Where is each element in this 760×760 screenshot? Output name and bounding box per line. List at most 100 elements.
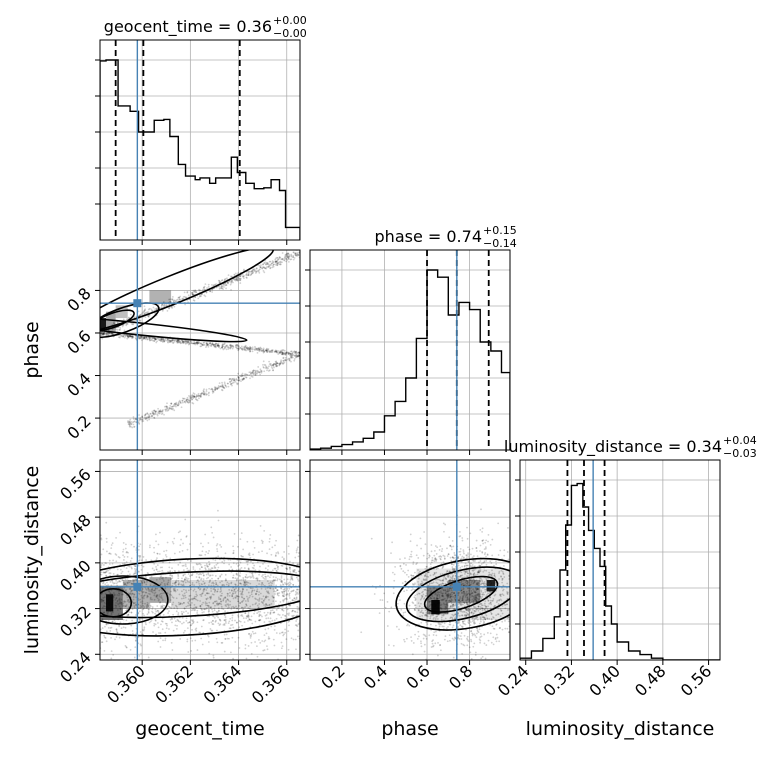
- scatter-point: [164, 305, 167, 307]
- scatter-point: [185, 619, 188, 622]
- scatter-point: [429, 623, 432, 626]
- scatter-point: [261, 582, 264, 584]
- scatter-point: [180, 342, 183, 344]
- scatter-point: [191, 401, 194, 404]
- scatter-point: [261, 575, 263, 578]
- scatter-point: [431, 582, 434, 585]
- scatter-point: [204, 553, 207, 556]
- scatter-point: [174, 590, 177, 593]
- scatter-point: [230, 345, 233, 348]
- scatter-point: [148, 336, 151, 339]
- y-tick-label: 0.8: [63, 284, 94, 315]
- scatter-point: [161, 597, 163, 599]
- scatter-point: [464, 570, 467, 573]
- scatter-point: [469, 624, 472, 627]
- scatter-point: [248, 568, 250, 571]
- scatter-point: [258, 638, 260, 641]
- scatter-point: [431, 559, 434, 562]
- scatter-point: [279, 351, 282, 354]
- scatter-point: [221, 384, 224, 387]
- scatter-point: [264, 628, 267, 631]
- scatter-point: [296, 606, 299, 608]
- scatter-point: [207, 635, 210, 638]
- scatter-point: [128, 611, 131, 614]
- scatter-point: [135, 596, 137, 599]
- scatter-point: [229, 283, 232, 286]
- axes-frame: [99, 459, 301, 661]
- scatter-point: [248, 270, 250, 273]
- scatter-point: [210, 584, 213, 587]
- density-contour: [100, 570, 300, 619]
- scatter-point: [289, 568, 291, 571]
- scatter-point: [169, 339, 172, 342]
- scatter-point: [177, 620, 180, 623]
- scatter-point: [231, 568, 234, 571]
- scatter-point: [249, 575, 251, 578]
- scatter-point: [484, 582, 486, 585]
- x-tick-label: 0.32: [540, 661, 579, 700]
- scatter-point: [215, 346, 217, 349]
- scatter-point: [450, 600, 452, 603]
- scatter-point: [277, 568, 279, 570]
- scatter-point: [459, 597, 461, 600]
- scatter-point: [420, 640, 422, 643]
- scatter-point: [226, 277, 228, 280]
- scatter-point: [244, 580, 247, 583]
- scatter-point: [286, 612, 289, 615]
- scatter-point: [273, 363, 276, 366]
- scatter-point: [236, 347, 239, 350]
- scatter-point: [162, 578, 164, 580]
- scatter-point: [195, 581, 198, 584]
- scatter-point: [496, 636, 499, 639]
- scatter-point: [189, 588, 192, 591]
- scatter-point: [207, 568, 210, 570]
- scatter-point: [203, 288, 206, 291]
- scatter-point: [293, 354, 296, 357]
- scatter-point: [132, 580, 135, 583]
- scatter-point: [160, 413, 163, 416]
- scatter-point: [158, 339, 161, 342]
- scatter-point: [271, 349, 274, 351]
- scatter-point: [127, 614, 130, 616]
- density-contour: [100, 557, 300, 637]
- scatter-point: [199, 587, 202, 590]
- scatter-point: [113, 322, 116, 325]
- scatter-point: [386, 625, 389, 627]
- scatter-point: [177, 339, 180, 342]
- scatter-point: [202, 344, 205, 347]
- scatter-point: [269, 260, 272, 263]
- scatter-point: [420, 611, 423, 613]
- scatter-point: [236, 574, 239, 576]
- scatter-point: [437, 593, 440, 595]
- scatter-point: [230, 582, 233, 585]
- scatter-point: [150, 338, 153, 341]
- scatter-point: [482, 619, 485, 621]
- scatter-point: [236, 595, 239, 597]
- scatter-point: [267, 367, 269, 370]
- scatter-point: [196, 609, 199, 612]
- scatter-point: [168, 566, 171, 569]
- scatter-point: [275, 617, 278, 620]
- scatter-point: [147, 592, 150, 595]
- scatter-point: [142, 591, 145, 593]
- scatter-point: [186, 640, 189, 643]
- scatter-point: [469, 532, 472, 535]
- scatter-point: [145, 583, 148, 586]
- scatter-point: [281, 581, 284, 583]
- scatter-point: [157, 303, 160, 306]
- scatter-point: [461, 599, 464, 602]
- scatter-point: [131, 421, 134, 424]
- scatter-point: [254, 269, 257, 272]
- scatter-point: [207, 634, 209, 637]
- scatter-point: [210, 606, 212, 608]
- scatter-point: [157, 609, 159, 612]
- scatter-point: [286, 588, 289, 590]
- scatter-point: [186, 627, 189, 630]
- scatter-point: [181, 341, 184, 344]
- scatter-point: [202, 393, 205, 396]
- scatter-point: [448, 634, 451, 637]
- scatter-point: [232, 545, 234, 548]
- scatter-point: [214, 559, 217, 562]
- scatter-point: [193, 290, 196, 293]
- scatter-point: [428, 634, 431, 637]
